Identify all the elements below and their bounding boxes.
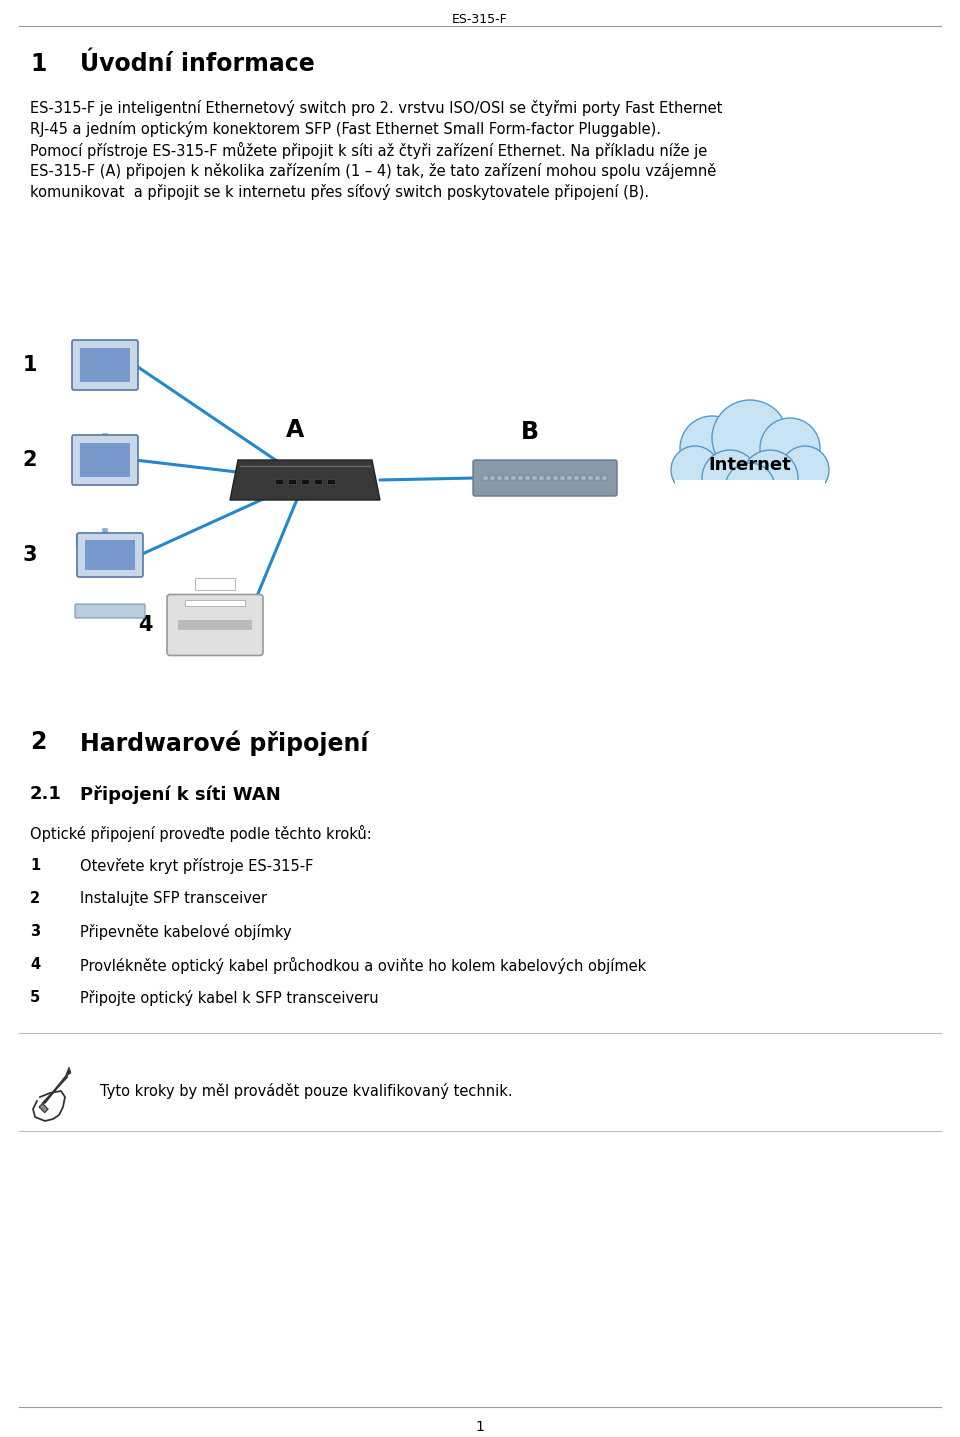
- Circle shape: [680, 415, 744, 480]
- Bar: [588, 476, 593, 480]
- Bar: [85, 540, 135, 570]
- Text: Úvodní informace: Úvodní informace: [80, 52, 315, 76]
- Circle shape: [781, 445, 829, 494]
- Text: 1: 1: [475, 1420, 485, 1434]
- Bar: [532, 476, 537, 480]
- Bar: [574, 476, 579, 480]
- Text: Provlékněte optický kabel průchodkou a oviňte ho kolem kabelových objímek: Provlékněte optický kabel průchodkou a o…: [80, 957, 646, 974]
- FancyBboxPatch shape: [77, 535, 133, 546]
- Text: Připevněte kabelové objímky: Připevněte kabelové objímky: [80, 924, 292, 940]
- Text: 1: 1: [30, 52, 46, 76]
- Text: 2.1: 2.1: [30, 785, 61, 803]
- Text: 3: 3: [30, 924, 40, 938]
- Bar: [483, 476, 488, 480]
- Bar: [511, 476, 516, 480]
- Bar: [327, 479, 335, 484]
- Text: ES-315-F je inteligentní Ethernetový switch pro 2. vrstvu ISO/OSI se čtyřmi port: ES-315-F je inteligentní Ethernetový swi…: [30, 101, 722, 116]
- Text: Tyto kroky by měl provádět pouze kvalifikovaný technik.: Tyto kroky by měl provádět pouze kvalifi…: [100, 1083, 513, 1099]
- Text: 4: 4: [30, 957, 40, 971]
- Text: RJ-45 a jedním optickým konektorem SFP (Fast Ethernet Small Form-factor Pluggabl: RJ-45 a jedním optickým konektorem SFP (…: [30, 121, 661, 137]
- Bar: [497, 476, 502, 480]
- Bar: [314, 479, 322, 484]
- Bar: [546, 476, 551, 480]
- Bar: [178, 619, 252, 629]
- Text: 1: 1: [23, 355, 37, 375]
- FancyBboxPatch shape: [72, 341, 138, 389]
- Bar: [539, 476, 544, 480]
- Circle shape: [671, 445, 719, 494]
- Circle shape: [712, 399, 788, 476]
- Bar: [525, 476, 530, 480]
- Bar: [553, 476, 558, 480]
- Polygon shape: [230, 460, 380, 500]
- FancyBboxPatch shape: [77, 533, 143, 578]
- Text: 2: 2: [30, 730, 46, 754]
- Text: Připojte optický kabel k SFP transceiveru: Připojte optický kabel k SFP transceiver…: [80, 990, 378, 1006]
- Bar: [504, 476, 509, 480]
- Text: Hardwarové připojení: Hardwarové připojení: [80, 730, 369, 756]
- Bar: [275, 479, 283, 484]
- Bar: [518, 476, 523, 480]
- Text: Připojení k síti WAN: Připojení k síti WAN: [80, 785, 280, 803]
- Text: ES-315-F (A) připojen k několika zařízením (1 – 4) tak, že tato zařízení mohou s: ES-315-F (A) připojen k několika zařízen…: [30, 162, 716, 180]
- Bar: [490, 476, 495, 480]
- Bar: [185, 599, 245, 605]
- Text: 5: 5: [30, 990, 40, 1004]
- FancyBboxPatch shape: [75, 604, 145, 618]
- FancyBboxPatch shape: [167, 595, 263, 655]
- Bar: [80, 443, 130, 477]
- Bar: [39, 1104, 48, 1112]
- FancyBboxPatch shape: [72, 435, 138, 486]
- Text: ES-315-F: ES-315-F: [452, 13, 508, 26]
- Bar: [602, 476, 607, 480]
- Bar: [301, 479, 309, 484]
- Bar: [567, 476, 572, 480]
- Text: 3: 3: [23, 545, 37, 565]
- Text: Internet: Internet: [708, 456, 791, 474]
- Text: Otevřete kryt přístroje ES-315-F: Otevřete kryt přístroje ES-315-F: [80, 858, 313, 874]
- FancyBboxPatch shape: [77, 438, 133, 451]
- Bar: [581, 476, 586, 480]
- Bar: [80, 348, 130, 382]
- Circle shape: [760, 418, 820, 479]
- FancyBboxPatch shape: [473, 460, 617, 496]
- Text: 1: 1: [30, 858, 40, 874]
- Text: B: B: [521, 420, 539, 444]
- Text: Pomocí přístroje ES-315-F můžete připojit k síti až čtyři zařízení Ethernet. Na : Pomocí přístroje ES-315-F můžete připoji…: [30, 142, 708, 160]
- Bar: [675, 480, 825, 520]
- Text: Optické připojení proveďte podle těchto kroků:: Optické připojení proveďte podle těchto …: [30, 825, 372, 842]
- Text: A: A: [286, 418, 304, 443]
- Text: Instalujte SFP transceiver: Instalujte SFP transceiver: [80, 891, 267, 905]
- Text: 2: 2: [23, 450, 37, 470]
- Polygon shape: [65, 1068, 71, 1076]
- Bar: [288, 479, 296, 484]
- Circle shape: [702, 450, 758, 506]
- Bar: [195, 578, 235, 589]
- Text: komunikovat  a připojit se k internetu přes síťový switch poskytovatele připojen: komunikovat a připojit se k internetu př…: [30, 184, 649, 200]
- Text: 4: 4: [137, 615, 153, 635]
- Text: 2: 2: [30, 891, 40, 905]
- Circle shape: [725, 463, 775, 513]
- Bar: [595, 476, 600, 480]
- Bar: [560, 476, 565, 480]
- Circle shape: [742, 450, 798, 506]
